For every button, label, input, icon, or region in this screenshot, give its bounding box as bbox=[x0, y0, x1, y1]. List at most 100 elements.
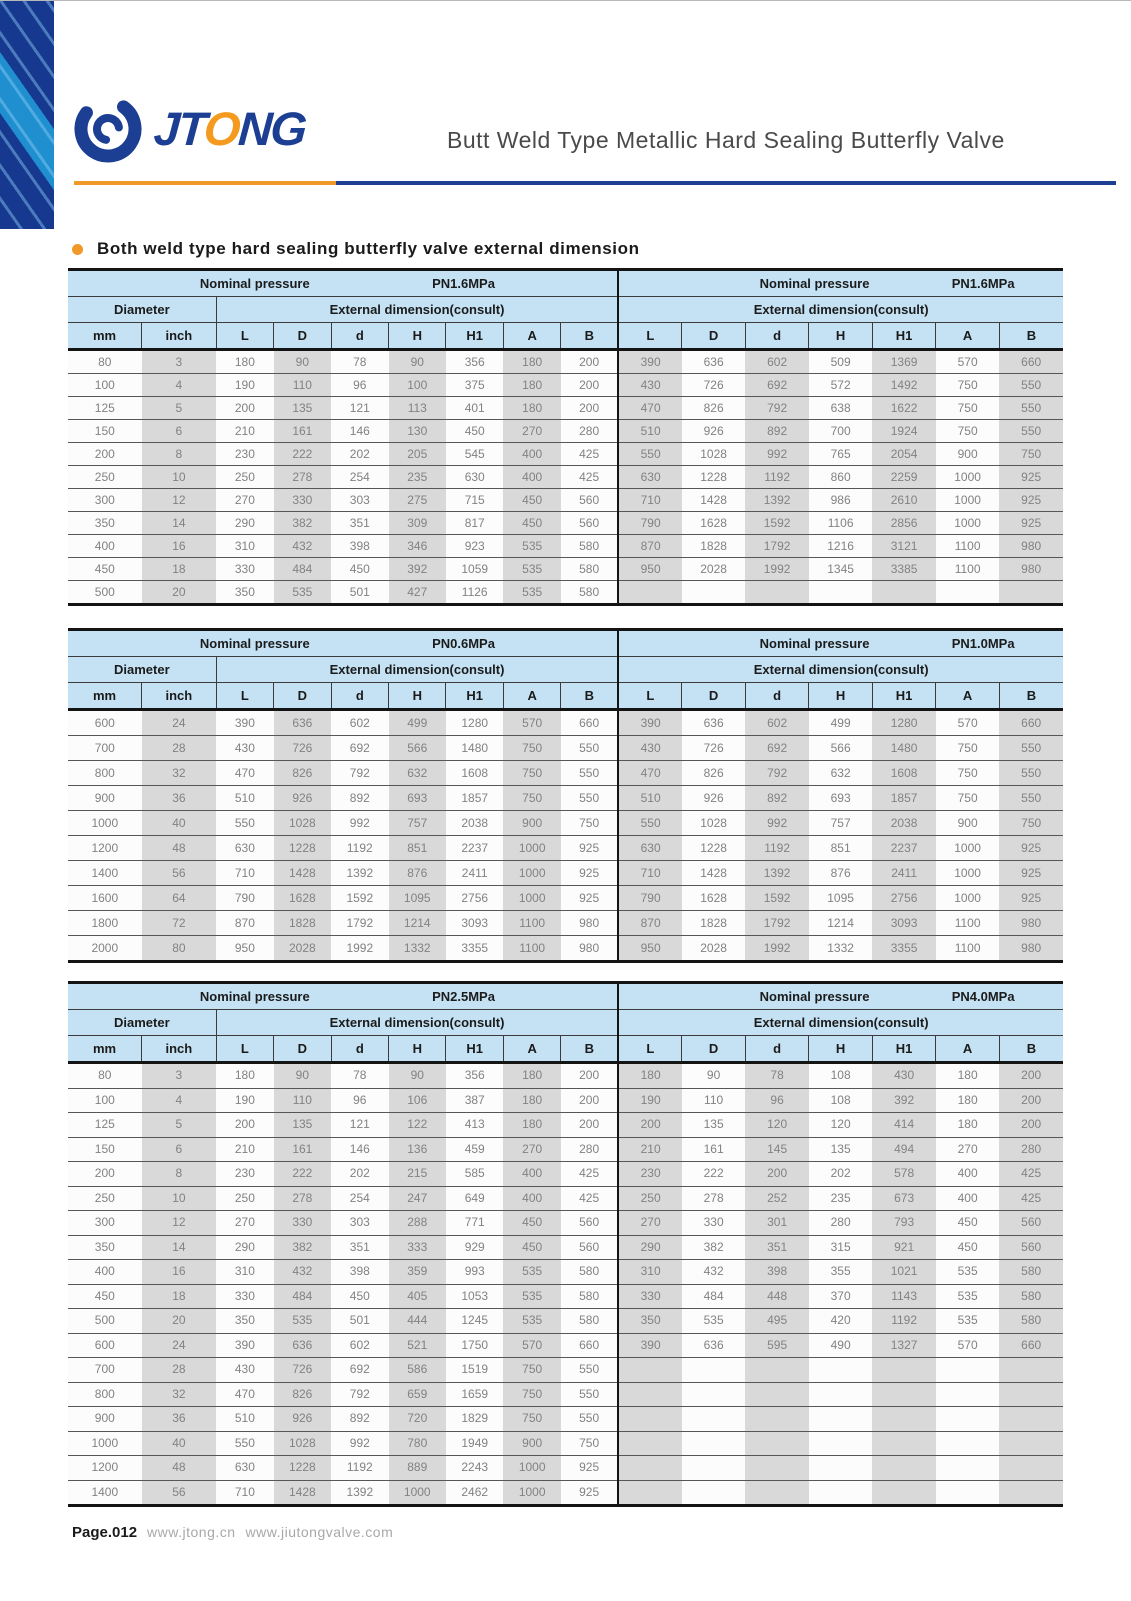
page-footer: Page.012 www.jtong.cn www.jiutongvalve.c… bbox=[72, 1524, 1066, 1541]
dimension-cell: 425 bbox=[560, 1186, 619, 1211]
dimension-cell bbox=[808, 1480, 873, 1506]
dimension-cell: 1828 bbox=[681, 910, 746, 936]
dimension-cell: 90 bbox=[273, 1062, 332, 1089]
pressure-label: Nominal pressure bbox=[199, 989, 310, 1004]
dimension-cell: 1800 bbox=[68, 910, 142, 936]
dimension-cell: 100 bbox=[68, 1088, 142, 1113]
pressure-label: Nominal pressure bbox=[759, 276, 870, 291]
dimension-cell: 560 bbox=[999, 1235, 1063, 1260]
dimension-cell: 2028 bbox=[681, 935, 746, 962]
dimension-cell: 280 bbox=[999, 1137, 1063, 1162]
dimension-cell: 4 bbox=[141, 373, 217, 397]
dimension-cell: 1280 bbox=[872, 709, 936, 736]
table-row: 150 6 210 161 146 130 450 270 280 510 926 892 700 192… bbox=[68, 419, 1063, 443]
dimension-cell: 1392 bbox=[331, 1480, 389, 1506]
dimension-cell: 535 bbox=[503, 557, 561, 581]
dimension-cell: 580 bbox=[560, 1308, 619, 1334]
dimension-cell: 750 bbox=[560, 810, 619, 836]
dimension-cell: 790 bbox=[617, 885, 682, 911]
dimension-cell: 1345 bbox=[808, 557, 873, 581]
table-row: 2000 80 950 2028 1992 1332 3355 1100 980 950 2028 1… bbox=[68, 935, 1063, 962]
dimension-cell: 638 bbox=[808, 396, 873, 420]
dimension-cell: 600 bbox=[68, 709, 142, 736]
col-header: mm bbox=[68, 682, 142, 711]
dimension-cell: 876 bbox=[808, 860, 873, 886]
dimension-cell: 980 bbox=[560, 935, 619, 962]
dimension-cell: 1659 bbox=[445, 1382, 504, 1407]
dimension-cell: 1192 bbox=[872, 1308, 936, 1334]
col-header: B bbox=[560, 682, 619, 711]
dimension-cell: 130 bbox=[388, 419, 446, 443]
dimension-cell bbox=[745, 1406, 809, 1432]
dimension-table-pn06-pn10: Nominal pressure PN0.6MPa Nominal pressu… bbox=[68, 628, 1063, 963]
dimension-cell: 20 bbox=[141, 580, 217, 605]
dimension-cell: 90 bbox=[681, 1062, 746, 1089]
pressure-value: PN1.6MPa bbox=[432, 276, 495, 291]
dimension-cell: 1000 bbox=[68, 810, 142, 836]
dimension-cell: 926 bbox=[273, 1406, 332, 1432]
table-body: 80 3 180 90 78 90 356 180 200 390 636 602 509 1369 570… bbox=[68, 349, 1063, 605]
dimension-cell: 3385 bbox=[872, 557, 936, 581]
dimension-cell: 636 bbox=[273, 1333, 332, 1358]
dimension-header-right: External dimension(consult) bbox=[617, 296, 1063, 323]
dimension-cell: 1192 bbox=[745, 465, 809, 489]
dimension-cell: 1028 bbox=[681, 442, 746, 466]
dimension-cell: 925 bbox=[999, 835, 1063, 861]
page-content: Both weld type hard sealing butterfly va… bbox=[68, 239, 1066, 1541]
dimension-cell: 572 bbox=[808, 373, 873, 397]
table-row: 1000 40 550 1028 992 757 2038 900 750 550 1028 992 7… bbox=[68, 810, 1063, 836]
dimension-cell: 387 bbox=[445, 1088, 504, 1113]
table-row: 200 8 230 222 202 205 545 400 425 550 1028 992 765 20… bbox=[68, 442, 1063, 466]
dimension-cell: 290 bbox=[216, 511, 274, 535]
dimension-table-pn16: Nominal pressure PN1.6MPa Nominal pressu… bbox=[68, 268, 1063, 606]
dimension-cell: 550 bbox=[560, 1406, 619, 1432]
dimension-cell: 870 bbox=[216, 910, 274, 936]
dimension-cell: 950 bbox=[216, 935, 274, 962]
dimension-cell: 24 bbox=[141, 709, 217, 736]
dimension-cell: 660 bbox=[999, 349, 1063, 374]
dimension-cell: 8 bbox=[141, 1161, 217, 1187]
dimension-cell: 693 bbox=[808, 785, 873, 811]
dimension-cell: 757 bbox=[808, 810, 873, 836]
dimension-cell: 161 bbox=[681, 1137, 746, 1162]
dimension-cell: 1000 bbox=[68, 1431, 142, 1456]
dimension-cell: 500 bbox=[68, 1308, 142, 1334]
dimension-cell: 1059 bbox=[445, 557, 504, 581]
dimension-cell: 826 bbox=[273, 760, 332, 786]
dimension-cell: 992 bbox=[331, 1431, 389, 1456]
table-row: 100 4 190 110 96 100 375 180 200 430 726 692 572 1492… bbox=[68, 373, 1063, 397]
dimension-cell: 1095 bbox=[388, 885, 446, 911]
table-row: 500 20 350 535 501 427 1126 535 580 bbox=[68, 580, 1063, 605]
dimension-cell: 2610 bbox=[872, 488, 936, 512]
dimension-cell: 250 bbox=[617, 1186, 682, 1211]
dimension-cell: 1053 bbox=[445, 1284, 504, 1309]
dimension-cell: 750 bbox=[503, 1406, 561, 1432]
dimension-cell: 351 bbox=[331, 1235, 389, 1260]
dimension-cell: 161 bbox=[273, 419, 332, 443]
dimension-cell: 1000 bbox=[935, 488, 1000, 512]
dimension-cell: 356 bbox=[445, 349, 504, 374]
dimension-cell: 448 bbox=[745, 1284, 809, 1309]
dimension-cell: 550 bbox=[617, 442, 682, 466]
dimension-cell: 495 bbox=[745, 1308, 809, 1334]
dimension-cell: 580 bbox=[560, 557, 619, 581]
dimension-cell: 222 bbox=[273, 442, 332, 466]
dimension-cell: 290 bbox=[617, 1235, 682, 1260]
dimension-cell: 425 bbox=[560, 465, 619, 489]
dimension-cell: 1000 bbox=[935, 885, 1000, 911]
logo-wordmark: JTONG bbox=[152, 101, 307, 156]
dimension-cell: 494 bbox=[872, 1137, 936, 1162]
table-row: 350 14 290 382 351 333 929 450 560 290 382 351 315 92… bbox=[68, 1235, 1063, 1260]
dimension-cell: 355 bbox=[808, 1259, 873, 1285]
col-header: D bbox=[681, 1035, 746, 1064]
dimension-cell: 710 bbox=[216, 860, 274, 886]
table-row: 80 3 180 90 78 90 356 180 200 390 636 602 509 1369 570… bbox=[68, 349, 1063, 374]
dimension-cell: 96 bbox=[331, 373, 389, 397]
dimension-cell: 405 bbox=[388, 1284, 446, 1309]
dimension-cell: 1857 bbox=[872, 785, 936, 811]
dimension-cell: 660 bbox=[999, 709, 1063, 736]
dimension-cell: 499 bbox=[808, 709, 873, 736]
dimension-cell: 1519 bbox=[445, 1357, 504, 1383]
col-header: H1 bbox=[871, 1035, 936, 1064]
